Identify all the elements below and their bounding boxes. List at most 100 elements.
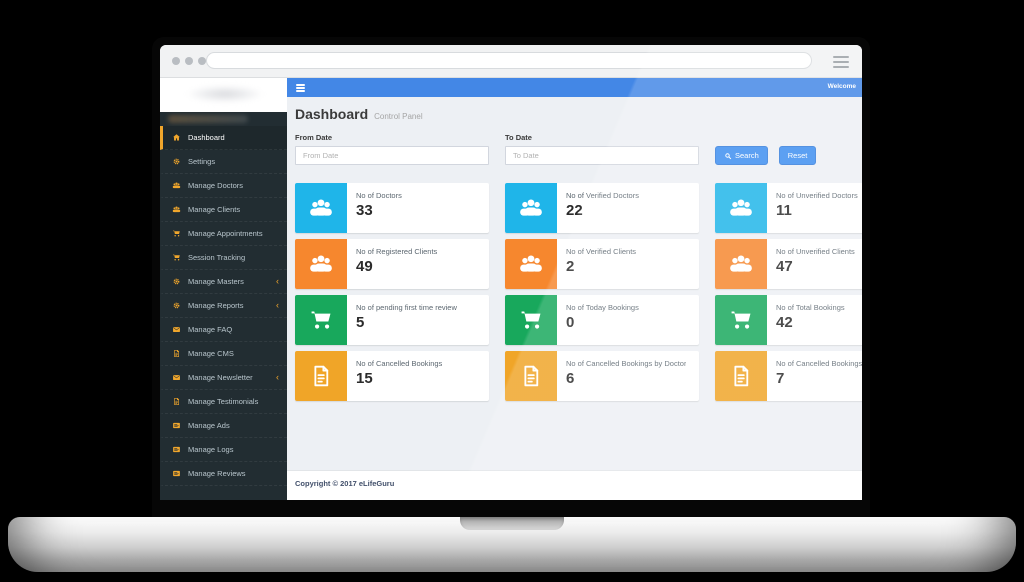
stat-card-no-of-today-bookings[interactable]: No of Today Bookings 0	[505, 295, 699, 345]
sidebar-item-settings[interactable]: Settings	[160, 150, 287, 174]
sidebar-brand-row	[160, 112, 287, 126]
stat-card-no-of-total-bookings[interactable]: No of Total Bookings 42	[715, 295, 862, 345]
file-icon	[172, 397, 182, 407]
window-control-dot-icon	[172, 57, 180, 65]
sidebar-item-manage-masters[interactable]: Manage Masters ‹	[160, 270, 287, 294]
sidebar-item-label: Manage CMS	[188, 349, 234, 358]
stat-card-body: No of Cancelled Bookings 15	[347, 351, 442, 401]
sidebar-item-manage-ads[interactable]: Manage Ads	[160, 414, 287, 438]
stat-card-value: 2	[566, 258, 575, 275]
stat-card-no-of-registered-clients[interactable]: No of Registered Clients 49	[295, 239, 489, 289]
stat-card-value: 5	[356, 314, 365, 331]
envelope-icon	[172, 325, 182, 335]
sidebar-item-label: Manage Logs	[188, 445, 234, 454]
sidebar-item-label: Manage Clients	[188, 205, 241, 214]
users-icon	[172, 181, 182, 191]
app-root: Dashboard Settings Manage Doctors Manage Cl…	[160, 78, 862, 500]
stat-card-body: No of Cancelled Bookings by Doctor 6	[557, 351, 686, 401]
blurred-logo	[188, 86, 262, 102]
users-icon	[295, 183, 347, 233]
sidebar: Dashboard Settings Manage Doctors Manage Cl…	[160, 78, 287, 500]
sidebar-item-manage-appointments[interactable]: Manage Appointments	[160, 222, 287, 246]
gear-icon	[172, 157, 182, 167]
sidebar-item-label: Session Tracking	[188, 253, 246, 262]
stat-card-no-of-unverified-clients[interactable]: No of Unverified Clients 47	[715, 239, 862, 289]
stat-card-value: 15	[356, 370, 373, 387]
stat-card-value: 0	[566, 314, 575, 331]
from-date-input[interactable]	[295, 146, 489, 165]
sidebar-item-label: Manage Doctors	[188, 181, 244, 190]
stat-card-no-of-cancelled-bookings[interactable]: No of Cancelled Bookings 15	[295, 351, 489, 401]
stat-card-label: No of Cancelled Bookings by Doctor	[566, 359, 687, 368]
list-icon	[172, 421, 182, 431]
browser-window: Dashboard Settings Manage Doctors Manage Cl…	[160, 45, 862, 500]
sidebar-item-manage-newsletter[interactable]: Manage Newsletter ‹	[160, 366, 287, 390]
sidebar-item-manage-testimonials[interactable]: Manage Testimonials	[160, 390, 287, 414]
list-icon	[172, 445, 182, 455]
stat-card-label: No of Verified Clients	[566, 247, 637, 256]
footer: Copyright © 2017 eLifeGuru	[287, 470, 862, 500]
reset-button[interactable]: Reset	[778, 146, 817, 165]
stat-card-value: 22	[566, 202, 583, 219]
chevron-left-icon: ‹	[276, 372, 279, 382]
stat-card-no-of-cancelled-bookings[interactable]: No of Cancelled Bookings 7	[715, 351, 862, 401]
sidebar-item-label: Manage Reviews	[188, 469, 246, 478]
sidebar-item-label: Dashboard	[188, 133, 225, 142]
sidebar-item-label: Manage FAQ	[188, 325, 233, 334]
search-button[interactable]: Search	[715, 146, 768, 165]
sidebar-item-dashboard[interactable]: Dashboard	[160, 126, 287, 150]
sidebar-item-manage-doctors[interactable]: Manage Doctors	[160, 174, 287, 198]
cart-icon	[172, 229, 182, 239]
browser-chrome-bar	[160, 45, 862, 78]
sidebar-item-label: Manage Testimonials	[188, 397, 259, 406]
sidebar-item-manage-clients[interactable]: Manage Clients	[160, 198, 287, 222]
sidebar-item-manage-cms[interactable]: Manage CMS	[160, 342, 287, 366]
page-title: Dashboard	[295, 106, 369, 122]
filter-row: From Date To Date	[295, 133, 854, 165]
stat-card-no-of-cancelled-bookings-by-doctor[interactable]: No of Cancelled Bookings by Doctor 6	[505, 351, 699, 401]
search-button-label: Search	[735, 151, 759, 160]
stat-card-body: No of Unverified Clients 47	[767, 239, 855, 289]
file-icon	[715, 351, 767, 401]
stat-card-no-of-unverified-doctors[interactable]: No of Unverified Doctors 11	[715, 183, 862, 233]
to-date-field: To Date	[505, 133, 699, 165]
stat-card-value: 49	[356, 258, 373, 275]
content: Dashboard Control Panel From Date To Dat…	[287, 97, 862, 401]
sidebar-item-manage-logs[interactable]: Manage Logs	[160, 438, 287, 462]
list-icon	[172, 469, 182, 479]
sidebar-item-label: Manage Newsletter	[188, 373, 253, 382]
stat-card-body: No of Unverified Doctors 11	[767, 183, 858, 233]
stat-card-body: No of Registered Clients 49	[347, 239, 437, 289]
cart-icon	[715, 295, 767, 345]
to-date-label: To Date	[505, 133, 532, 142]
users-icon	[715, 239, 767, 289]
sidebar-item-session-tracking[interactable]: Session Tracking	[160, 246, 287, 270]
copyright-text: Copyright © 2017 eLifeGuru	[295, 479, 395, 488]
cart-icon	[172, 253, 182, 263]
url-bar[interactable]	[206, 52, 812, 69]
topbar: Welcome	[287, 78, 862, 97]
stat-card-no-of-pending-first-time-review[interactable]: No of pending first time review 5	[295, 295, 489, 345]
stat-card-no-of-doctors[interactable]: No of Doctors 33	[295, 183, 489, 233]
stat-card-label: No of Unverified Clients	[776, 247, 855, 256]
cart-icon	[295, 295, 347, 345]
users-icon	[172, 205, 182, 215]
from-date-field: From Date	[295, 133, 489, 165]
users-icon	[715, 183, 767, 233]
sidebar-toggle-hamburger-icon[interactable]	[296, 84, 305, 93]
window-controls	[172, 57, 206, 65]
sidebar-item-manage-reports[interactable]: Manage Reports ‹	[160, 294, 287, 318]
stat-card-no-of-verified-clients[interactable]: No of Verified Clients 2	[505, 239, 699, 289]
gear-icon	[172, 301, 182, 311]
sidebar-item-manage-faq[interactable]: Manage FAQ	[160, 318, 287, 342]
reset-button-label: Reset	[787, 151, 808, 160]
stat-cards-grid: No of Doctors 33 No of Verified Doctors 22 N…	[295, 183, 862, 401]
file-icon	[172, 349, 182, 359]
browser-menu-icon[interactable]	[833, 56, 849, 71]
file-icon	[295, 351, 347, 401]
to-date-input[interactable]	[505, 146, 699, 165]
stat-card-body: No of Today Bookings 0	[557, 295, 639, 345]
sidebar-item-manage-reviews[interactable]: Manage Reviews	[160, 462, 287, 486]
stat-card-no-of-verified-doctors[interactable]: No of Verified Doctors 22	[505, 183, 699, 233]
stat-card-label: No of Cancelled Bookings	[776, 359, 862, 368]
